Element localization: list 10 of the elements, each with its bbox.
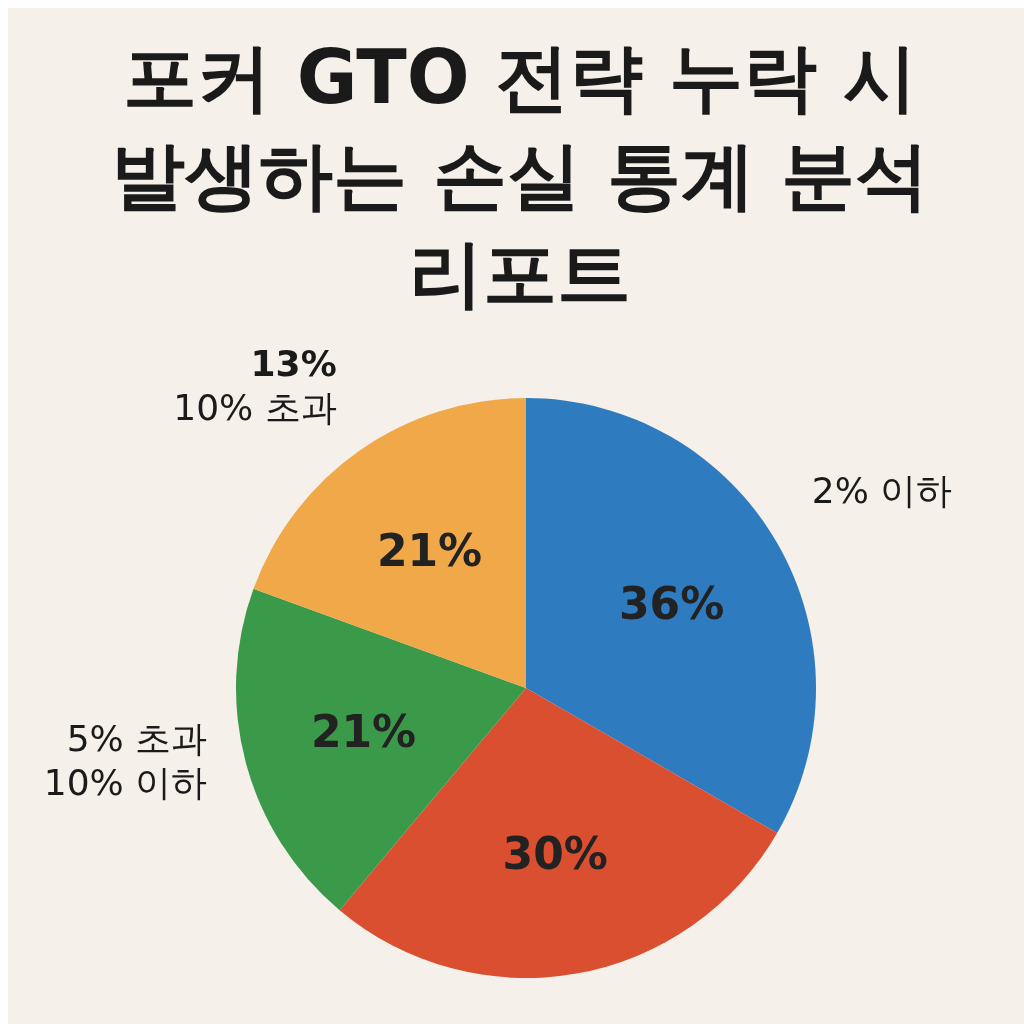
slice-label: 2% 이하 (811, 470, 953, 511)
chart-title: 포커 GTO 전략 누락 시 발생하는 손실 통계 분석 리포트 (111, 34, 929, 316)
pie-slice (526, 398, 816, 833)
data-label: 36% (619, 578, 725, 630)
data-label: 21% (376, 524, 483, 576)
text: 13% (250, 342, 337, 384)
slice-label: 5% 초과 10% 이하 (43, 718, 208, 804)
slice-label: 10% 초과 (173, 386, 337, 428)
data-label: 21% (310, 705, 417, 757)
data-label: 30% (502, 828, 608, 880)
